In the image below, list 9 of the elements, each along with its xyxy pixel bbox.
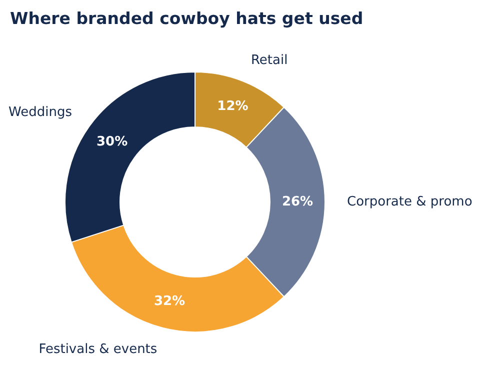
slice-label: Retail [250, 53, 288, 68]
data-label: 12% [217, 99, 248, 114]
slice-label: Corporate & promo [347, 194, 472, 210]
data-label: 26% [282, 194, 314, 210]
chart-title: Where branded cowboy hats get used [10, 9, 364, 28]
slice-label: Festivals & events [38, 342, 158, 357]
slice-label: Weddings [8, 105, 72, 120]
data-label: 32% [154, 294, 186, 309]
data-label: 30% [96, 134, 128, 150]
